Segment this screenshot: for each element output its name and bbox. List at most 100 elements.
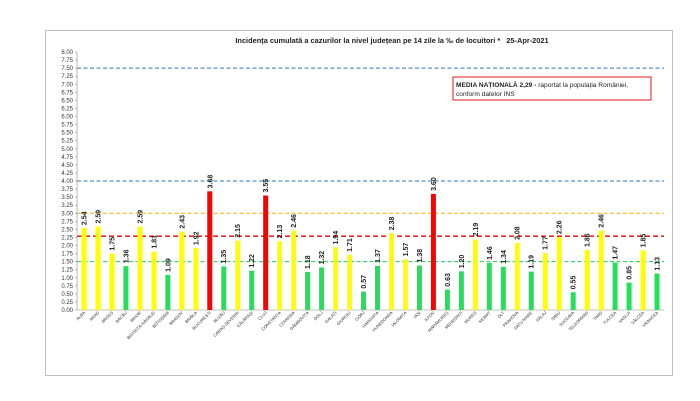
- bar: [109, 253, 115, 310]
- category-label: ALBA: [75, 310, 86, 321]
- y-tick-label: 8.00: [61, 50, 73, 56]
- bar: [347, 254, 353, 310]
- value-label: 1.22: [249, 254, 256, 268]
- bar: [570, 292, 576, 310]
- value-label: 1.37: [375, 249, 382, 263]
- bars: [81, 191, 660, 310]
- bar: [360, 291, 367, 310]
- value-label: 1.46: [487, 246, 494, 260]
- threshold-lines: [77, 67, 664, 263]
- y-tick-label: 3.75: [61, 187, 73, 193]
- value-labels: 2.54 2.59 1.75 1.36 2.59 1.81 1.09 2.43 1.92 3.68…: [81, 175, 661, 290]
- category-label: SĂLAJ: [535, 310, 548, 323]
- bar: [207, 191, 213, 310]
- category-label: ARAD: [88, 310, 100, 322]
- y-tick-label: 2.25: [61, 235, 73, 241]
- annotation-text: raportat la populația României,: [536, 82, 628, 89]
- y-tick-label: 4.25: [61, 171, 73, 177]
- y-tick-label: 3.25: [61, 203, 73, 209]
- y-tick-label: 7.75: [61, 58, 73, 64]
- bar: [626, 282, 632, 310]
- value-label: 2.13: [277, 225, 284, 239]
- value-label: 0.85: [627, 266, 634, 280]
- bar: [319, 267, 325, 310]
- bar: [598, 230, 604, 310]
- value-label: 1.32: [319, 251, 326, 265]
- bar: [137, 226, 143, 310]
- annotation-line-2: conform datelor INS: [456, 91, 515, 98]
- chart-title-text: Incidența cumulată a cazurilor la nivel …: [235, 36, 500, 45]
- bar: [81, 228, 87, 310]
- category-label: TULCEA: [602, 310, 617, 325]
- annotation-border: [452, 76, 652, 101]
- y-tick-label: 1.50: [61, 260, 73, 266]
- value-label: 1.38: [417, 249, 424, 263]
- value-label: 0.57: [361, 275, 368, 289]
- bar: [556, 237, 562, 310]
- category-label: GIURGIU: [336, 310, 352, 326]
- bar: [402, 259, 408, 310]
- category-label: ARGEȘ: [100, 310, 114, 324]
- category-label: ILFOV: [424, 310, 436, 322]
- category-label: GORJ: [354, 310, 366, 322]
- category-label: MUREȘ: [463, 310, 477, 324]
- category-label: NEAMȚ: [478, 310, 492, 324]
- value-label: 1.57: [403, 243, 410, 257]
- value-label: 2.46: [291, 214, 298, 228]
- value-label: 2.26: [557, 220, 564, 234]
- bar: [542, 252, 548, 310]
- bar: [151, 251, 157, 310]
- bar: [123, 266, 129, 310]
- bar: [458, 271, 464, 310]
- value-label: 1.86: [585, 233, 592, 247]
- y-tick-label: 1.00: [61, 276, 73, 282]
- y-tick-label: 5.00: [61, 147, 73, 153]
- value-label: 1.71: [347, 238, 354, 252]
- y-tick-label: 4.50: [61, 163, 73, 169]
- y-tick-label: 0.75: [61, 284, 73, 290]
- value-label: 1.77: [543, 236, 550, 250]
- bar: [640, 250, 646, 310]
- y-tick-label: 6.75: [61, 90, 73, 96]
- bar: [221, 266, 227, 310]
- bar: [514, 242, 520, 310]
- y-tick-label: 4.75: [61, 155, 73, 161]
- value-label: 1.20: [459, 255, 466, 269]
- chart-frame: [45, 30, 673, 376]
- value-label: 1.34: [501, 250, 508, 264]
- value-label: 2.59: [95, 210, 102, 224]
- category-label: DOLJ: [313, 310, 324, 321]
- bar: [333, 247, 339, 310]
- value-label: 1.35: [221, 250, 228, 264]
- value-label: 1.19: [529, 255, 536, 269]
- bar: [193, 248, 199, 310]
- value-label: 0.55: [571, 276, 578, 290]
- y-tick-label: 0.00: [61, 308, 73, 314]
- y-tick-label: 2.00: [61, 244, 73, 250]
- value-label: 1.36: [123, 249, 130, 263]
- y-tick-label: 7.25: [61, 74, 73, 80]
- value-label: 2.38: [389, 217, 396, 231]
- value-label: 1.92: [193, 231, 200, 245]
- category-labels: ALBA ARAD ARGEȘ BACĂU BIHORBISTRIȚA-NĂSĂUDBO…: [75, 310, 659, 341]
- value-label: 2.59: [137, 210, 144, 224]
- y-tick-label: 0.50: [61, 292, 73, 298]
- value-label: 1.94: [333, 231, 340, 245]
- bar: [277, 241, 283, 310]
- y-tick-label: 5.25: [61, 139, 73, 145]
- y-tick-label: 7.00: [61, 82, 73, 88]
- category-label: OLT: [496, 310, 505, 319]
- bar: [374, 265, 381, 310]
- annotation-bold: MEDIA NAȚIONALĂ 2,29 -: [456, 80, 536, 89]
- value-label: 3.60: [431, 177, 438, 191]
- bar: [654, 273, 660, 310]
- y-tick-label: 4.00: [61, 179, 73, 185]
- chart-date: 25-Apr-2021: [506, 36, 548, 45]
- annotation-box: MEDIA NAȚIONALĂ 2,29 - raportat la popul…: [452, 76, 652, 101]
- y-tick-label: 3.00: [61, 211, 73, 217]
- bar: [179, 231, 185, 310]
- y-axis: 0.00 0.25 0.50 0.75 1.00 1.25 1.50 1.75 2.00 2.25…: [61, 50, 664, 314]
- value-label: 2.19: [473, 223, 480, 237]
- value-label: 1.85: [641, 234, 648, 248]
